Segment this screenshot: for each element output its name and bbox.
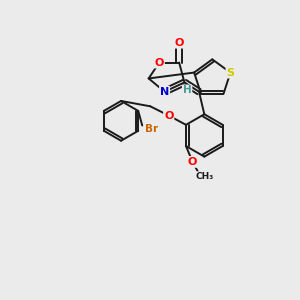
Text: O: O: [154, 58, 164, 68]
Text: N: N: [160, 87, 169, 97]
Text: O: O: [188, 157, 197, 167]
Text: S: S: [226, 68, 234, 78]
Text: O: O: [164, 110, 173, 121]
Text: Br: Br: [145, 124, 158, 134]
Text: H: H: [183, 85, 191, 95]
Text: O: O: [175, 38, 184, 48]
Text: CH₃: CH₃: [195, 172, 214, 181]
